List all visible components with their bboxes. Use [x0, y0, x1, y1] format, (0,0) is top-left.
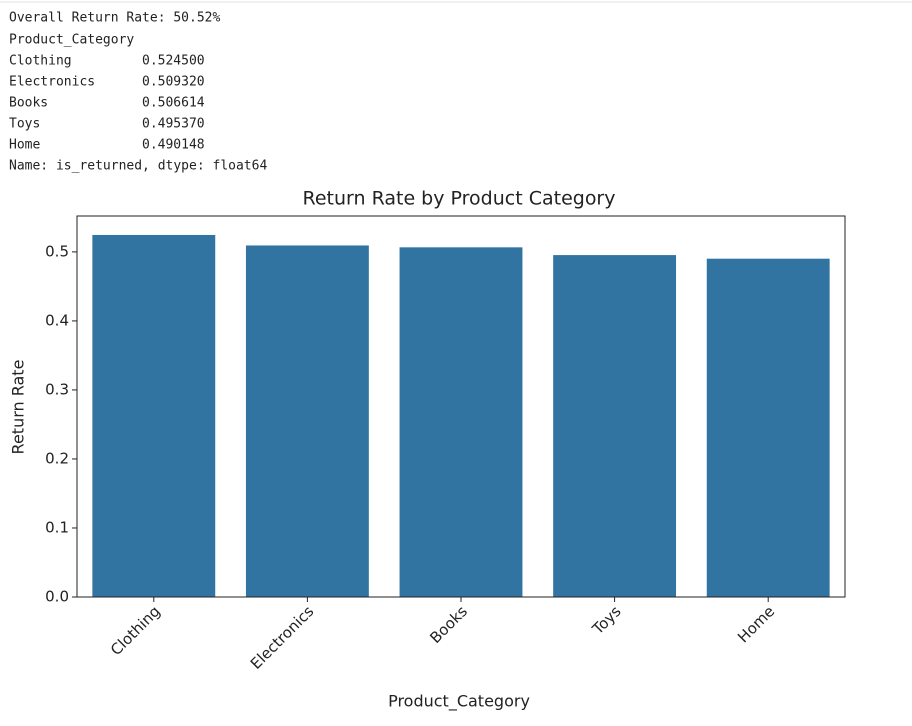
- y-tick-label: 0.5: [45, 242, 69, 260]
- bar: [706, 258, 830, 597]
- series-index: Toys: [9, 117, 40, 132]
- y-tick-label: 0.3: [45, 380, 69, 398]
- series-value: 0.506614: [142, 96, 205, 111]
- series-index: Home: [9, 138, 40, 153]
- series-footer: Name: is_returned, dtype: float64: [9, 159, 267, 174]
- chart-title: Return Rate by Product Category: [302, 188, 615, 210]
- series-header: Product_Category: [9, 33, 134, 48]
- summary-text: Overall Return Rate: 50.52%: [9, 11, 220, 26]
- x-tick-label: Toys: [588, 602, 625, 639]
- x-tick-label: Electronics: [247, 602, 318, 673]
- y-tick-label: 0.2: [45, 449, 69, 467]
- bar: [92, 234, 216, 598]
- series-value: 0.509320: [142, 75, 205, 90]
- y-tick-label: 0.0: [45, 588, 69, 606]
- x-tick-label: Home: [734, 602, 778, 646]
- x-tick-label: Books: [426, 602, 471, 647]
- series-index: Clothing: [9, 54, 72, 69]
- y-tick-label: 0.1: [45, 518, 69, 536]
- bar: [245, 245, 369, 597]
- bar: [399, 247, 523, 597]
- x-axis-label: Product_Category: [388, 692, 530, 712]
- series-value: 0.524500: [142, 54, 205, 69]
- series-index: Books: [9, 96, 48, 111]
- series-index: Electronics: [9, 75, 95, 90]
- y-axis-label: Return Rate: [9, 360, 28, 455]
- plot-frame: [76, 215, 846, 598]
- bar: [553, 255, 677, 597]
- series-value: 0.490148: [142, 138, 205, 153]
- series-value: 0.495370: [142, 117, 205, 132]
- y-tick-label: 0.4: [45, 311, 69, 329]
- x-tick-label: Clothing: [107, 602, 164, 659]
